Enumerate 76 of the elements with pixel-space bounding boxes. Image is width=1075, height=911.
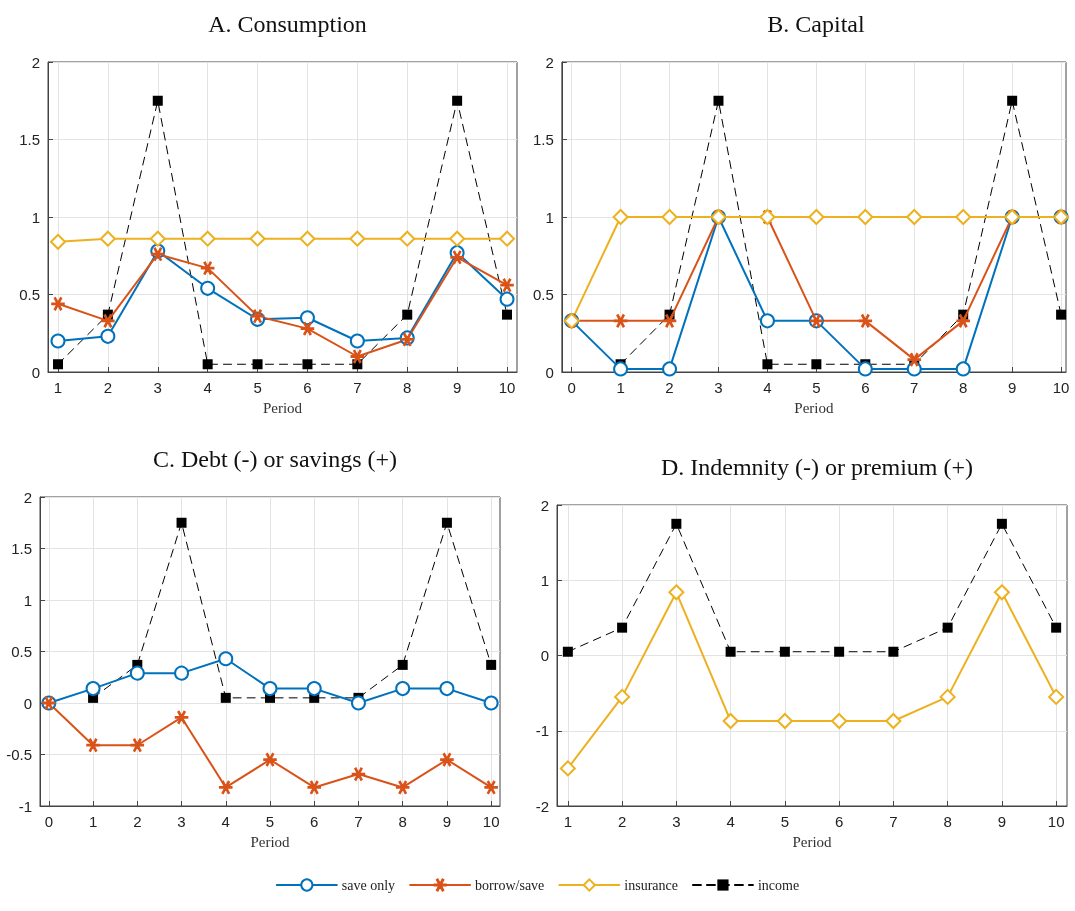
x-tick-label: 5 <box>253 379 262 396</box>
x-tick-label: 2 <box>103 379 113 396</box>
x-tick-label: 8 <box>959 379 968 396</box>
x-tick-label: 1 <box>53 379 63 396</box>
x-tick-label: 0 <box>44 813 54 830</box>
y-tick-label: 1.5 <box>19 131 40 148</box>
x-tick-label: 4 <box>763 379 772 396</box>
x-tick-label: 1 <box>563 813 573 830</box>
y-tick-label: 2 <box>23 488 32 506</box>
x-tick-label: 4 <box>726 813 735 830</box>
x-tick-label: 2 <box>617 813 627 830</box>
x-tick-label: 7 <box>889 813 898 830</box>
x-tick-label: 1 <box>88 813 98 830</box>
x-tick-label: 10 <box>498 379 516 396</box>
y-tick-label: 1.5 <box>532 131 554 148</box>
y-tick-label: -0.5 <box>6 746 32 763</box>
x-tick-label: 9 <box>1007 379 1017 396</box>
x-tick-label: 2 <box>133 813 142 830</box>
x-tick-label: 3 <box>177 813 186 830</box>
chart-title: A. Consumption <box>208 11 367 37</box>
y-tick-label: 0.5 <box>19 286 40 303</box>
x-tick-label: 9 <box>442 813 452 830</box>
x-axis-title: Period <box>250 833 291 850</box>
x-tick-label: 7 <box>354 813 363 830</box>
x-axis-title: Period <box>792 833 833 850</box>
y-tick-label: 1 <box>31 208 40 226</box>
x-tick-label: 9 <box>452 379 462 396</box>
x-tick-label: 6 <box>303 379 312 396</box>
x-tick-label: 8 <box>403 379 412 396</box>
y-tick-label: -1 <box>535 722 549 740</box>
y-tick-label: 0 <box>23 694 32 712</box>
y-tick-label: 2 <box>540 496 549 514</box>
x-axis-title: Period <box>794 399 834 416</box>
y-tick-label: 1 <box>23 591 32 609</box>
x-tick-label: 10 <box>1052 379 1070 396</box>
chart-title: B. Capital <box>767 11 865 37</box>
y-tick-label: 2 <box>31 53 40 71</box>
y-tick-label: 0 <box>540 647 549 664</box>
x-tick-label: 6 <box>861 379 870 396</box>
x-tick-label: 7 <box>910 379 919 396</box>
x-tick-label: 4 <box>203 379 212 396</box>
y-tick-label: 1 <box>545 208 554 226</box>
y-tick-label: 0.5 <box>532 286 554 303</box>
x-tick-label: 5 <box>265 813 275 830</box>
y-tick-label: 0 <box>31 363 40 381</box>
legend-label: borrow/save <box>475 877 545 893</box>
x-tick-label: 3 <box>714 379 723 396</box>
x-tick-label: 4 <box>221 813 230 830</box>
x-tick-label: 5 <box>780 813 790 830</box>
y-tick-label: 0 <box>545 363 554 381</box>
y-tick-label: -2 <box>535 797 549 815</box>
chart-title: C. Debt (-) or savings (+) <box>152 446 398 472</box>
y-tick-label: 1.5 <box>11 540 32 557</box>
x-tick-label: 6 <box>310 813 319 830</box>
x-tick-label: 6 <box>834 813 844 830</box>
chart-title: D. Indemnity (-) or premium (+) <box>660 454 974 480</box>
x-tick-label: 1 <box>616 379 625 396</box>
x-tick-label: 9 <box>997 813 1007 830</box>
y-tick-label: 1 <box>540 571 549 589</box>
x-tick-label: 3 <box>672 813 681 830</box>
x-tick-label: 8 <box>398 813 407 830</box>
x-axis-title: Period <box>262 399 303 416</box>
x-tick-label: 3 <box>153 379 162 396</box>
x-tick-label: 2 <box>665 379 674 396</box>
legend-label: save only <box>341 877 396 893</box>
legend-label: insurance <box>624 877 678 893</box>
x-tick-label: 10 <box>482 813 500 830</box>
y-tick-label: -1 <box>18 797 32 815</box>
y-tick-label: 2 <box>545 53 554 71</box>
x-tick-label: 5 <box>812 379 821 396</box>
x-tick-label: 7 <box>353 379 362 396</box>
legend-label: income <box>757 877 800 893</box>
x-tick-label: 0 <box>567 379 576 396</box>
x-tick-label: 10 <box>1047 813 1065 830</box>
y-tick-label: 0.5 <box>11 643 32 660</box>
x-tick-label: 8 <box>943 813 952 830</box>
